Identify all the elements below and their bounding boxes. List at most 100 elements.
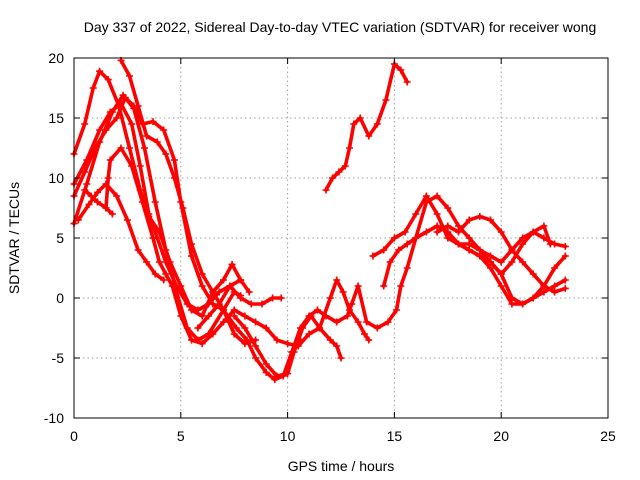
data-point <box>356 114 364 122</box>
data-point <box>508 246 516 254</box>
series-arc-10 <box>81 186 116 218</box>
data-point <box>373 120 381 128</box>
data-point <box>177 312 185 320</box>
x-tick-label: 10 <box>280 428 296 444</box>
data-point <box>162 150 170 158</box>
data-point <box>335 168 343 176</box>
data-point <box>284 370 292 378</box>
data-point <box>247 300 255 308</box>
data-point <box>519 300 527 308</box>
data-point <box>337 354 345 362</box>
series-arc-6 <box>70 100 253 314</box>
data-point <box>113 114 121 122</box>
data-point <box>363 318 371 326</box>
data-point <box>198 282 206 290</box>
data-point <box>314 306 321 314</box>
data-point <box>487 258 494 266</box>
data-point <box>121 94 129 102</box>
data-point <box>245 288 253 296</box>
data-point <box>205 300 213 308</box>
data-point <box>497 270 505 278</box>
data-point <box>96 126 104 134</box>
data-point <box>476 246 484 254</box>
x-tick-label: 25 <box>600 428 616 444</box>
y-tick-label: 10 <box>48 170 64 186</box>
data-point <box>433 222 441 230</box>
data-point <box>194 324 202 332</box>
data-point <box>83 156 91 164</box>
data-point <box>465 246 473 254</box>
data-point <box>365 132 373 140</box>
data-point <box>444 204 452 212</box>
data-point <box>262 368 270 376</box>
data-point <box>151 198 159 206</box>
data-point <box>173 282 180 290</box>
data-point <box>106 108 114 116</box>
data-point <box>322 186 330 194</box>
data-point <box>252 342 260 350</box>
data-point <box>354 282 362 290</box>
data-point <box>162 270 170 278</box>
data-point <box>252 318 260 326</box>
data-point <box>422 192 430 200</box>
data-point <box>83 180 91 188</box>
data-point <box>228 260 236 268</box>
data-point <box>508 258 516 266</box>
series-arc-8 <box>194 282 285 332</box>
data-point <box>198 312 206 320</box>
data-point <box>106 156 114 164</box>
data-point <box>188 240 195 248</box>
data-point <box>393 306 400 314</box>
data-point <box>243 336 251 344</box>
data-point <box>333 276 341 284</box>
data-point <box>529 228 537 236</box>
data-point <box>141 144 148 152</box>
data-point <box>465 234 473 242</box>
series-line <box>72 101 251 312</box>
data-point <box>333 342 341 350</box>
data-point <box>333 318 341 326</box>
data-point <box>497 228 505 236</box>
data-point <box>237 294 245 302</box>
data-point <box>329 174 336 182</box>
data-point <box>262 324 270 332</box>
data-point <box>422 228 430 236</box>
data-point <box>561 284 569 292</box>
data-point <box>188 336 195 344</box>
data-point <box>561 276 569 284</box>
data-point <box>194 306 202 314</box>
data-point <box>215 288 223 296</box>
data-point <box>262 360 270 368</box>
chart-title: Day 337 of 2022, Sidereal Day-to-day VTE… <box>84 19 597 35</box>
data-point <box>126 72 133 80</box>
data-point <box>126 144 133 152</box>
data-point <box>143 132 151 140</box>
data-point <box>273 372 281 380</box>
data-point <box>128 162 136 170</box>
data-point <box>241 312 249 320</box>
data-point <box>288 348 296 356</box>
data-point <box>94 198 101 206</box>
data-point <box>205 312 213 320</box>
data-point <box>444 222 452 230</box>
data-point <box>215 300 223 308</box>
data-point <box>455 240 462 248</box>
data-point <box>497 282 505 290</box>
data-point <box>143 258 151 266</box>
data-point <box>160 276 168 284</box>
data-point <box>87 192 95 200</box>
data-point <box>444 234 452 242</box>
data-point <box>465 216 473 224</box>
data-point <box>540 282 548 290</box>
data-point <box>455 228 462 236</box>
data-point <box>403 78 411 86</box>
x-tick-label: 20 <box>493 428 509 444</box>
data-point <box>401 228 409 236</box>
data-point <box>551 288 559 296</box>
y-tick-label: 15 <box>48 110 64 126</box>
data-point <box>269 294 277 302</box>
data-point <box>348 300 356 308</box>
data-point <box>412 234 420 242</box>
data-point <box>519 258 527 266</box>
data-point <box>412 210 420 218</box>
